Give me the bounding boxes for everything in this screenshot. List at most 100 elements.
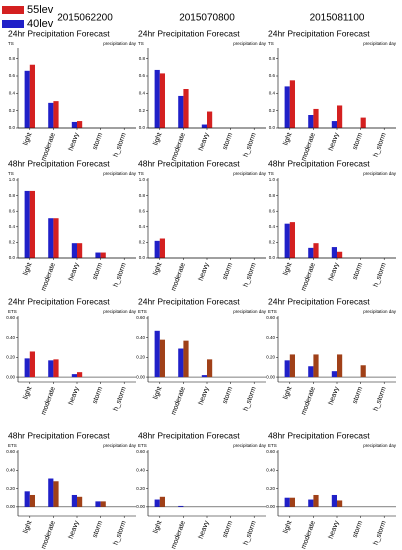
x-tick-label: moderate xyxy=(300,262,317,292)
y-tick-label: 0.6 xyxy=(9,73,16,78)
y-tick-label: 0.6 xyxy=(269,208,276,213)
y-axis-label: ETS xyxy=(8,443,17,448)
y-axis-label: ETS xyxy=(138,309,147,314)
y-tick-label: 0.0 xyxy=(269,255,276,260)
bar xyxy=(289,222,295,258)
x-tick-label: h_storm xyxy=(113,386,128,412)
y-tick-label: 0.2 xyxy=(269,240,276,245)
bar xyxy=(337,105,343,128)
bar xyxy=(24,190,30,258)
x-tick-label: light xyxy=(22,132,33,147)
panel-subtitle: precipitation day xyxy=(233,171,267,176)
x-tick-label: light xyxy=(152,132,163,147)
y-tick-label: 0.4 xyxy=(269,224,276,229)
y-tick-label: 0.0 xyxy=(9,125,16,130)
y-tick-label: 0.4 xyxy=(139,224,146,229)
bar xyxy=(313,108,319,128)
x-tick-label: moderate xyxy=(300,386,317,416)
x-tick-label: storm xyxy=(222,132,235,151)
bar xyxy=(284,86,290,128)
bar xyxy=(159,496,165,507)
x-tick-label: h_storm xyxy=(373,386,388,412)
x-tick-label: heavy xyxy=(68,519,81,539)
y-tick-label: 0.0 xyxy=(269,125,276,130)
y-tick-label: 0.4 xyxy=(269,91,276,96)
bar xyxy=(337,500,343,507)
y-tick-label: 0.20 xyxy=(136,486,145,491)
legend-label: 55lev xyxy=(27,4,54,16)
bar xyxy=(284,497,290,507)
y-tick-label: 0.40 xyxy=(6,335,15,340)
bar xyxy=(308,247,314,258)
x-tick-label: storm xyxy=(222,386,235,405)
bar xyxy=(331,121,337,128)
y-tick-label: 0.40 xyxy=(6,467,15,472)
column-header: 2015070800 xyxy=(179,13,235,24)
bar xyxy=(337,251,343,258)
panel-title: 48hr Precipitation Forecast xyxy=(8,430,110,440)
panel-subtitle: precipitation day xyxy=(363,41,397,46)
panel-subtitle: precipitation day xyxy=(103,41,137,46)
y-tick-label: 0.20 xyxy=(6,486,15,491)
x-tick-label: heavy xyxy=(328,385,341,405)
bar xyxy=(360,117,366,128)
x-tick-label: light xyxy=(282,262,293,277)
x-tick-label: moderate xyxy=(170,262,187,292)
x-tick-label: h_storm xyxy=(113,132,128,158)
x-tick-label: h_storm xyxy=(373,520,388,546)
y-axis-label: ETS xyxy=(8,309,17,314)
bar xyxy=(201,375,207,378)
x-tick-label: heavy xyxy=(68,261,81,281)
x-tick-label: heavy xyxy=(68,385,81,405)
panel-title: 48hr Precipitation Forecast xyxy=(268,430,370,440)
bar xyxy=(178,505,184,507)
y-tick-label: 0.8 xyxy=(139,193,146,198)
legend-label: 40lev xyxy=(27,18,54,30)
panel-subtitle: precipitation day xyxy=(233,41,267,46)
bar xyxy=(308,115,314,128)
bar xyxy=(313,494,319,507)
y-tick-label: 0.4 xyxy=(139,91,146,96)
bar xyxy=(207,359,213,378)
y-tick-label: 0.8 xyxy=(269,193,276,198)
x-tick-label: light xyxy=(152,520,163,535)
x-tick-label: light xyxy=(282,132,293,147)
bar xyxy=(154,499,160,507)
bar xyxy=(100,501,106,507)
bar xyxy=(95,252,101,258)
x-tick-label: storm xyxy=(222,520,235,539)
bar xyxy=(48,478,54,507)
bar xyxy=(183,89,189,128)
x-tick-label: h_storm xyxy=(373,262,388,288)
bar xyxy=(77,243,83,258)
bar xyxy=(24,491,30,507)
y-tick-label: 0.20 xyxy=(266,486,275,491)
y-tick-label: 0.2 xyxy=(269,108,276,113)
y-tick-label: 0.60 xyxy=(136,315,145,320)
x-tick-label: storm xyxy=(92,520,105,539)
y-tick-label: 0.60 xyxy=(136,449,145,454)
y-tick-label: 0.8 xyxy=(9,193,16,198)
bar xyxy=(308,366,314,378)
x-tick-label: light xyxy=(22,520,33,535)
x-tick-label: storm xyxy=(92,132,105,151)
y-axis-label: TS xyxy=(268,41,274,46)
x-tick-label: light xyxy=(152,262,163,277)
x-tick-label: heavy xyxy=(198,385,211,405)
bar xyxy=(331,494,337,507)
y-tick-label: 0.4 xyxy=(9,91,16,96)
y-tick-label: 0.8 xyxy=(269,56,276,61)
panel-subtitle: precipitation day xyxy=(363,443,397,448)
x-tick-label: light xyxy=(22,386,33,401)
y-tick-label: 0.8 xyxy=(9,56,16,61)
bar xyxy=(53,218,59,258)
x-tick-label: heavy xyxy=(328,261,341,281)
y-tick-label: 0.00 xyxy=(6,374,15,379)
panel-subtitle: precipitation day xyxy=(363,309,397,314)
y-tick-label: 0.60 xyxy=(6,449,15,454)
bar xyxy=(24,70,30,128)
y-tick-label: 0.2 xyxy=(139,108,146,113)
bar xyxy=(183,340,189,378)
bar xyxy=(71,374,77,378)
